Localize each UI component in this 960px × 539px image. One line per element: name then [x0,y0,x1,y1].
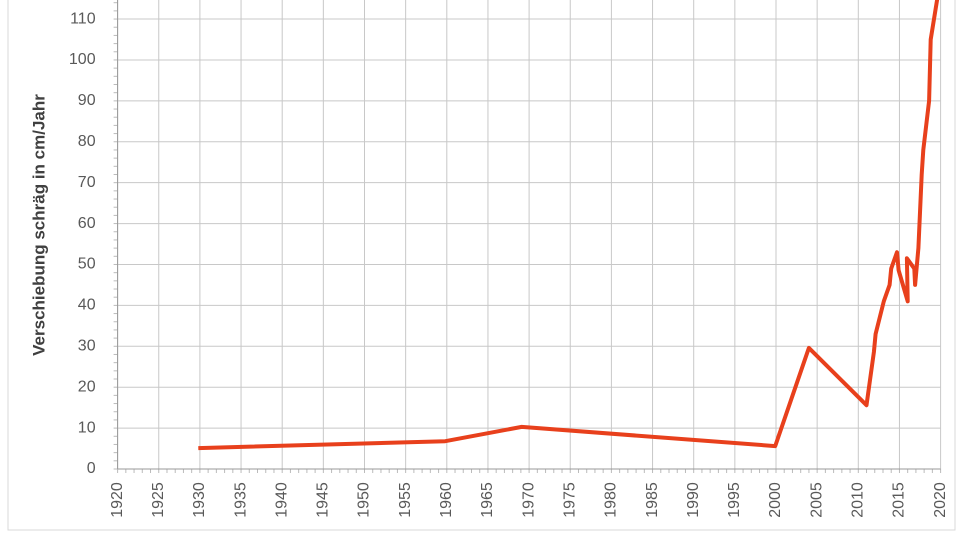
x-tick-label: 2015 [891,482,908,518]
x-tick-label: 2010 [850,482,867,518]
y-tick-label: 30 [78,338,96,355]
x-tick-label: 1950 [356,482,373,518]
x-tick-label: 2020 [932,482,949,518]
x-tick-label: 1920 [109,482,126,518]
x-tick-label: 1995 [726,482,743,518]
x-tick-label: 1990 [685,482,702,518]
y-tick-label: 70 [78,174,96,191]
data-line [198,0,940,451]
x-tick-label: 1970 [520,482,537,518]
x-tick-label: 1930 [191,482,208,518]
y-tick-label: 20 [78,378,96,395]
y-tick-label: 10 [78,419,96,436]
y-tick-label: 50 [78,256,96,273]
x-tick-label: 1980 [603,482,620,518]
x-tick-label: 1965 [479,482,496,518]
x-tick-label: 1985 [644,482,661,518]
y-tick-label: 40 [78,297,96,314]
y-tick-label: 90 [78,92,96,109]
x-tick-label: 2005 [808,482,825,518]
x-tick-label: 2000 [767,482,784,518]
x-tick-label: 1940 [273,482,290,518]
chart-frame [7,0,956,531]
y-axis-title: Verschiebung schräg in cm/Jahr [29,94,48,356]
x-tick-label: 1960 [438,482,455,518]
x-tick-label: 1925 [150,482,167,518]
y-tick-label: 80 [78,133,96,150]
y-tick-label: 100 [69,51,96,68]
y-tick-label: 60 [78,215,96,232]
x-tick-label: 1935 [232,482,249,518]
y-tick-label: 110 [70,10,96,27]
x-tick-label: 1955 [397,482,414,518]
y-tick-label: 0 [87,460,96,477]
x-tick-label: 1945 [315,482,332,518]
x-tick-label: 1975 [561,482,578,518]
